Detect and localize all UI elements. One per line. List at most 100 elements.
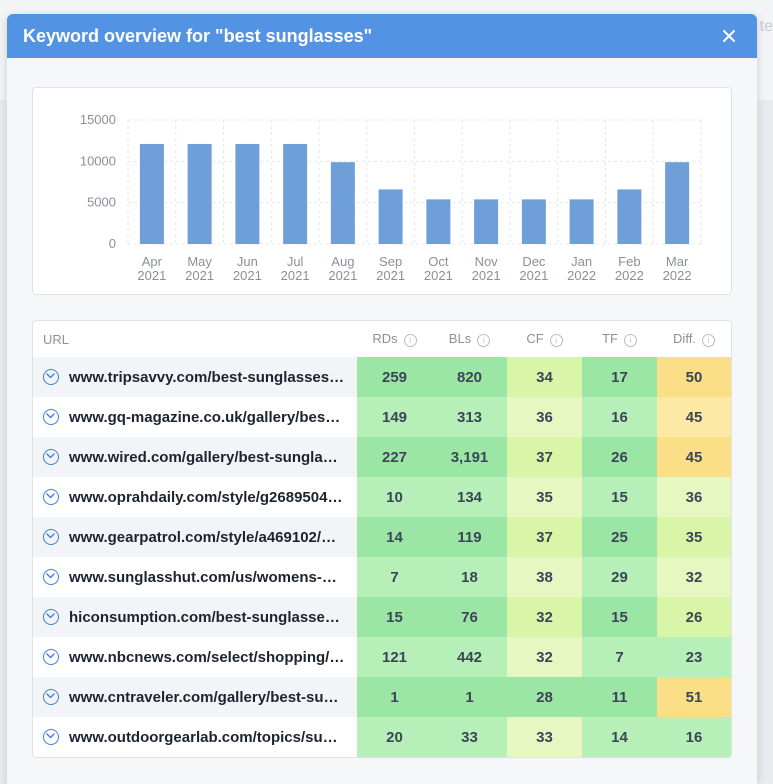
x-tick-year: 2021 — [376, 268, 405, 283]
bar[interactable] — [617, 189, 642, 244]
chevron-down-icon[interactable] — [43, 569, 59, 586]
url-link[interactable]: www.wired.com/gallery/best-sunglasses — [69, 448, 345, 466]
bar[interactable] — [330, 162, 355, 244]
diff-cell: 26 — [657, 597, 731, 637]
url-link[interactable]: www.nbcnews.com/select/shopping/best-sun… — [69, 648, 345, 666]
chevron-down-icon[interactable] — [43, 529, 59, 546]
url-link[interactable]: www.outdoorgearlab.com/topics/sunglasses — [69, 728, 345, 746]
x-tick-month: Feb — [618, 254, 640, 269]
col-header-diff[interactable]: Diff. i — [657, 321, 731, 357]
url-cell: www.outdoorgearlab.com/topics/sunglasses — [33, 717, 357, 757]
bls-cell: 820 — [432, 357, 507, 397]
chevron-down-icon[interactable] — [43, 409, 59, 426]
table-row: www.wired.com/gallery/best-sunglasses 227… — [33, 437, 731, 477]
x-tick-month: Sep — [379, 254, 402, 269]
url-link[interactable]: hiconsumption.com/best-sunglasses-for-me… — [69, 608, 345, 626]
diff-cell: 32 — [657, 557, 731, 597]
chevron-down-icon[interactable] — [43, 449, 59, 466]
table-row: www.gq-magazine.co.uk/gallery/best-sungl… — [33, 397, 731, 437]
bls-cell: 33 — [432, 717, 507, 757]
tf-cell: 15 — [582, 477, 657, 517]
tf-cell: 17 — [582, 357, 657, 397]
url-link[interactable]: www.tripsavvy.com/best-sunglasses-416304… — [69, 368, 345, 386]
y-tick-label: 5000 — [87, 195, 116, 210]
chevron-down-icon[interactable] — [43, 489, 59, 506]
x-tick-month: Nov — [475, 254, 499, 269]
x-tick-year: 2021 — [281, 268, 310, 283]
x-tick-month: Jan — [571, 254, 592, 269]
bar[interactable] — [665, 162, 690, 244]
bar[interactable] — [521, 199, 546, 244]
url-cell: www.tripsavvy.com/best-sunglasses-416304… — [33, 357, 357, 397]
info-icon[interactable]: i — [477, 333, 491, 347]
col-header-bls[interactable]: BLs i — [432, 321, 507, 357]
chevron-down-icon[interactable] — [43, 609, 59, 626]
col-header-tf[interactable]: TF i — [582, 321, 657, 357]
info-icon[interactable]: i — [549, 333, 563, 347]
modal-header: Keyword overview for "best sunglasses" — [7, 14, 757, 58]
chevron-down-icon[interactable] — [43, 689, 59, 706]
cf-cell: 28 — [507, 677, 582, 717]
url-cell: hiconsumption.com/best-sunglasses-for-me… — [33, 597, 357, 637]
serp-table: URL RDs i BLs i CF i TF i Diff. i www.tripsav… — [32, 320, 732, 758]
bar[interactable] — [283, 143, 308, 244]
x-tick-year: 2021 — [137, 268, 166, 283]
chevron-down-icon[interactable] — [43, 649, 59, 666]
table-row: www.cntraveler.com/gallery/best-sunglass… — [33, 677, 731, 717]
cf-cell: 37 — [507, 517, 582, 557]
url-cell: www.oprahdaily.com/style/g26895042/best-… — [33, 477, 357, 517]
bar[interactable] — [569, 199, 594, 244]
diff-cell: 45 — [657, 397, 731, 437]
url-link[interactable]: www.cntraveler.com/gallery/best-sunglass… — [69, 688, 345, 706]
x-tick-year: 2021 — [472, 268, 501, 283]
col-header-rds[interactable]: RDs i — [357, 321, 432, 357]
x-tick-year: 2022 — [615, 268, 644, 283]
url-link[interactable]: www.gearpatrol.com/style/a469102/best-su… — [69, 528, 345, 546]
x-tick-month: Aug — [331, 254, 354, 269]
info-icon[interactable]: i — [623, 333, 637, 347]
info-icon[interactable]: i — [403, 333, 417, 347]
url-link[interactable]: www.sunglasshut.com/us/womens-sunglasses — [69, 568, 345, 586]
bls-cell: 1 — [432, 677, 507, 717]
x-tick-month: May — [187, 254, 212, 269]
table-row: www.sunglasshut.com/us/womens-sunglasses… — [33, 557, 731, 597]
bar[interactable] — [426, 199, 451, 244]
table-header: URL RDs i BLs i CF i TF i Diff. i — [33, 321, 731, 357]
x-tick-month: Oct — [428, 254, 449, 269]
tf-cell: 15 — [582, 597, 657, 637]
diff-cell: 23 — [657, 637, 731, 677]
url-cell: www.sunglasshut.com/us/womens-sunglasses — [33, 557, 357, 597]
col-header-url[interactable]: URL — [43, 331, 70, 347]
y-tick-label: 0 — [109, 236, 116, 251]
url-link[interactable]: www.gq-magazine.co.uk/gallery/best-sungl… — [69, 408, 345, 426]
chevron-down-icon[interactable] — [43, 729, 59, 746]
y-tick-label: 10000 — [80, 153, 116, 168]
tf-cell: 25 — [582, 517, 657, 557]
bar[interactable] — [474, 199, 499, 244]
bar[interactable] — [235, 143, 260, 244]
diff-cell: 16 — [657, 717, 731, 757]
rds-cell: 20 — [357, 717, 432, 757]
bls-cell: 18 — [432, 557, 507, 597]
rds-cell: 227 — [357, 437, 432, 477]
rds-cell: 10 — [357, 477, 432, 517]
x-tick-month: Jul — [287, 254, 304, 269]
search-volume-chart: 0 5000 10000 15000 Apr 2021 May 2021 Jun 2021 Jul 2… — [32, 87, 732, 295]
bar[interactable] — [139, 143, 164, 244]
chevron-down-icon[interactable] — [43, 369, 59, 386]
cf-cell: 36 — [507, 397, 582, 437]
bar[interactable] — [378, 189, 403, 244]
col-header-cf[interactable]: CF i — [507, 321, 582, 357]
bar[interactable] — [187, 143, 212, 244]
url-link[interactable]: www.oprahdaily.com/style/g26895042/best-… — [69, 488, 345, 506]
x-tick-year: 2021 — [424, 268, 453, 283]
background-text: te — [759, 18, 773, 35]
diff-cell: 36 — [657, 477, 731, 517]
x-tick-month: Jun — [237, 254, 258, 269]
info-icon[interactable]: i — [701, 333, 715, 347]
table-row: www.nbcnews.com/select/shopping/best-sun… — [33, 637, 731, 677]
x-tick-month: Apr — [142, 254, 163, 269]
close-icon[interactable] — [719, 26, 739, 46]
table-row: hiconsumption.com/best-sunglasses-for-me… — [33, 597, 731, 637]
table-row: www.oprahdaily.com/style/g26895042/best-… — [33, 477, 731, 517]
